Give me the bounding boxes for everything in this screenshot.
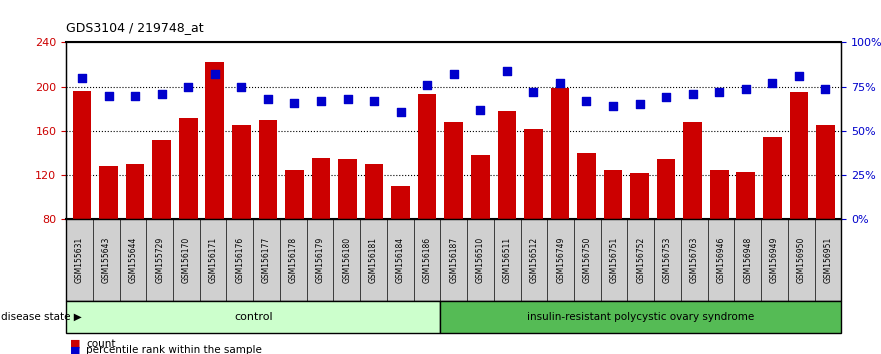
Text: GSM156751: GSM156751: [610, 237, 618, 283]
Point: [234, 84, 248, 90]
Bar: [789, 92, 808, 308]
Bar: [152, 140, 171, 308]
Text: GSM156946: GSM156946: [716, 237, 726, 284]
Bar: [73, 91, 92, 308]
Point: [208, 72, 222, 77]
Point: [606, 103, 620, 109]
Bar: [258, 120, 278, 308]
Text: GSM156752: GSM156752: [636, 237, 646, 283]
Point: [101, 93, 115, 98]
Point: [128, 93, 142, 98]
Bar: [630, 173, 649, 308]
Point: [766, 80, 780, 86]
Bar: [285, 170, 304, 308]
Point: [154, 91, 168, 97]
Text: GSM155631: GSM155631: [75, 237, 84, 283]
Text: GSM156753: GSM156753: [663, 237, 672, 284]
Text: GSM156763: GSM156763: [690, 237, 699, 284]
Bar: [179, 118, 197, 308]
Bar: [391, 186, 410, 308]
Bar: [418, 95, 436, 308]
Text: GSM156512: GSM156512: [529, 237, 538, 283]
Text: GSM156179: GSM156179: [315, 237, 324, 283]
Point: [75, 75, 89, 81]
Bar: [603, 170, 622, 308]
Text: GSM156171: GSM156171: [209, 237, 218, 283]
Point: [261, 96, 275, 102]
Point: [739, 86, 753, 91]
Text: GSM156184: GSM156184: [396, 237, 404, 283]
Text: GSM156187: GSM156187: [449, 237, 458, 283]
Bar: [737, 172, 755, 308]
Text: GSM156176: GSM156176: [235, 237, 244, 283]
Point: [181, 84, 196, 90]
Bar: [498, 111, 516, 308]
Point: [526, 89, 540, 95]
Bar: [205, 62, 224, 308]
Text: GSM156510: GSM156510: [476, 237, 485, 283]
Bar: [710, 170, 729, 308]
Point: [580, 98, 594, 104]
Text: GSM156180: GSM156180: [343, 237, 352, 283]
Point: [314, 98, 328, 104]
Text: count: count: [86, 339, 115, 349]
Point: [500, 68, 514, 74]
Text: ■: ■: [70, 339, 81, 349]
Bar: [365, 164, 383, 308]
Bar: [100, 166, 118, 308]
Point: [340, 96, 354, 102]
Point: [473, 107, 487, 113]
Point: [553, 80, 567, 86]
Point: [792, 73, 806, 79]
Point: [447, 72, 461, 77]
Text: GSM155729: GSM155729: [155, 237, 164, 283]
Text: insulin-resistant polycystic ovary syndrome: insulin-resistant polycystic ovary syndr…: [527, 312, 754, 322]
Point: [394, 109, 408, 114]
Point: [367, 98, 381, 104]
Text: GDS3104 / 219748_at: GDS3104 / 219748_at: [66, 21, 204, 34]
Text: GSM155644: GSM155644: [129, 237, 137, 284]
Point: [633, 102, 647, 107]
Point: [712, 89, 726, 95]
Bar: [684, 122, 702, 308]
Text: GSM156750: GSM156750: [583, 237, 592, 284]
Point: [287, 100, 301, 105]
Bar: [312, 158, 330, 308]
Text: ■: ■: [70, 346, 81, 354]
Text: GSM156950: GSM156950: [796, 237, 806, 284]
Point: [659, 95, 673, 100]
Bar: [551, 88, 569, 308]
Bar: [577, 153, 596, 308]
Text: percentile rank within the sample: percentile rank within the sample: [86, 346, 263, 354]
Bar: [126, 164, 144, 308]
Text: GSM156948: GSM156948: [744, 237, 752, 283]
Text: control: control: [233, 312, 272, 322]
Point: [818, 86, 833, 91]
Text: GSM156749: GSM156749: [556, 237, 565, 284]
Bar: [657, 159, 676, 308]
Bar: [524, 129, 543, 308]
Text: GSM155643: GSM155643: [101, 237, 111, 284]
Text: GSM156170: GSM156170: [181, 237, 191, 283]
Text: GSM156186: GSM156186: [423, 237, 432, 283]
Text: GSM156949: GSM156949: [770, 237, 779, 284]
Bar: [816, 125, 834, 308]
Bar: [471, 155, 490, 308]
Point: [420, 82, 434, 88]
Text: GSM156178: GSM156178: [289, 237, 298, 283]
Text: GSM156951: GSM156951: [824, 237, 833, 283]
Text: disease state ▶: disease state ▶: [1, 312, 82, 322]
Bar: [338, 159, 357, 308]
Text: GSM156181: GSM156181: [369, 237, 378, 283]
Bar: [444, 122, 463, 308]
Point: [685, 91, 700, 97]
Bar: [232, 125, 250, 308]
Bar: [763, 137, 781, 308]
Text: GSM156177: GSM156177: [262, 237, 271, 283]
Text: GSM156511: GSM156511: [503, 237, 512, 283]
